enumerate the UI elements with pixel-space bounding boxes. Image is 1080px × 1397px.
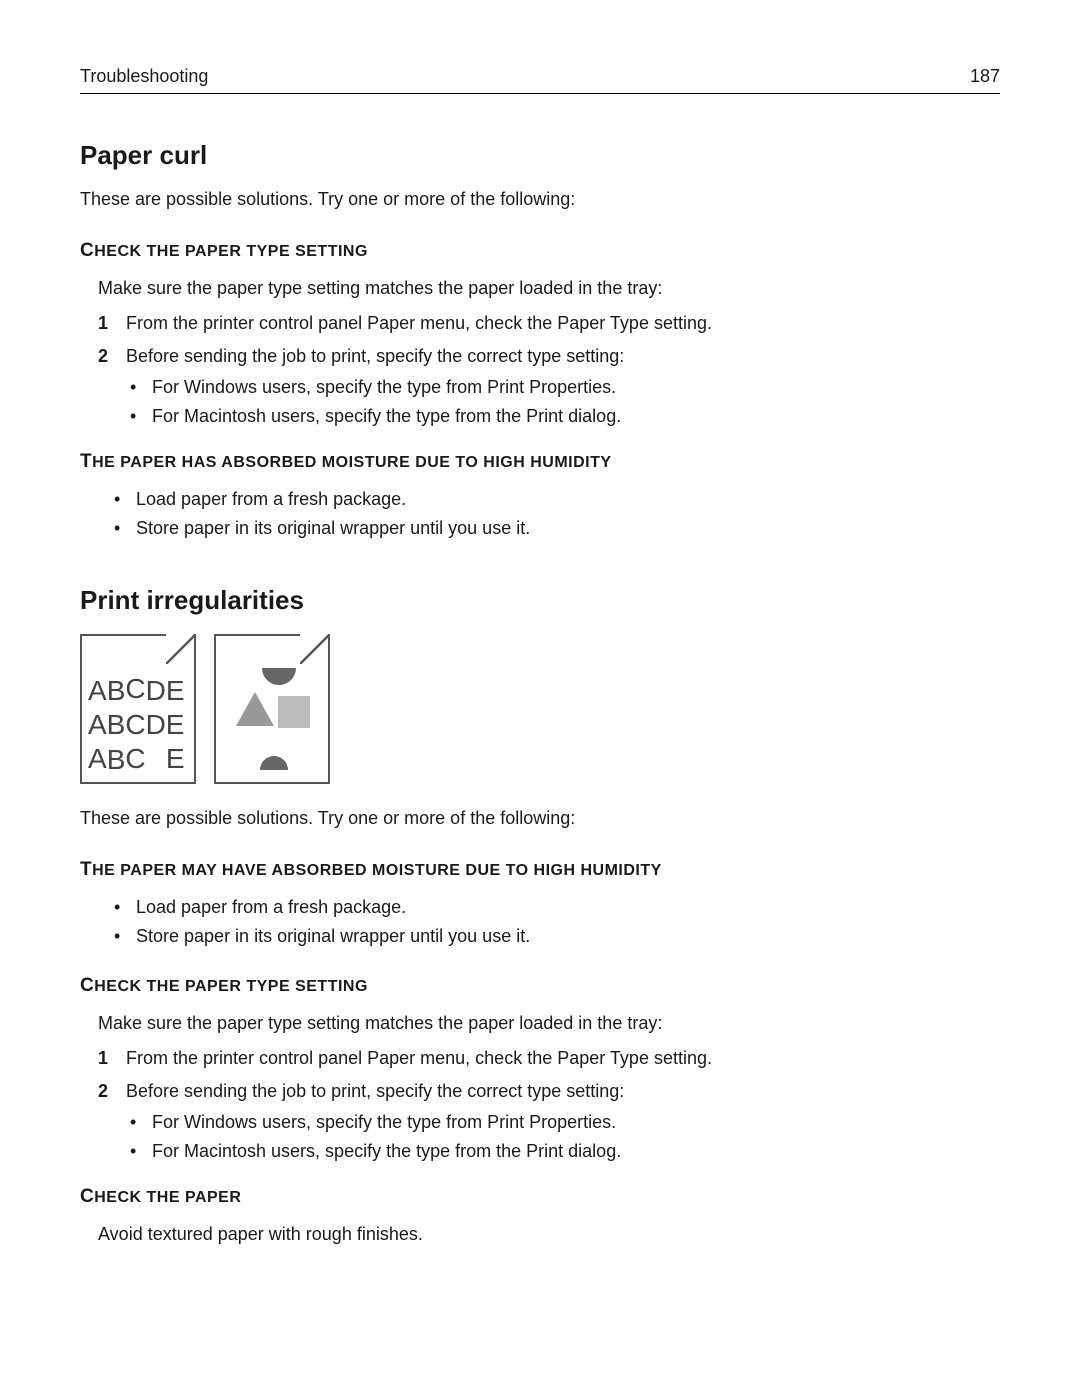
subheading-moisture-2: THE PAPER MAY HAVE ABSORBED MOISTURE DUE… xyxy=(80,859,1000,881)
list-number: 2 xyxy=(98,346,108,367)
triangle-shape-icon xyxy=(236,692,274,726)
numbered-list: 1 From the printer control panel Paper me… xyxy=(98,313,1000,427)
list-text: From the printer control panel Paper men… xyxy=(126,313,712,333)
bullet-item: Store paper in its original wrapper unti… xyxy=(110,926,1000,947)
heading-first-letter: T xyxy=(80,859,92,880)
lead-text: Make sure the paper type setting matches… xyxy=(98,278,1000,299)
subheading-check-paper-type-2: CHECK THE PAPER TYPE SETTING xyxy=(80,975,1000,997)
list-item: 2 Before sending the job to print, specif… xyxy=(98,346,1000,427)
bullet-list: Load paper from a fresh package. Store p… xyxy=(80,897,1000,947)
subheading-check-paper-type: CHECK THE PAPER TYPE SETTING xyxy=(80,240,1000,262)
heading-rest: HECK THE PAPER TYPE SETTING xyxy=(94,243,368,260)
list-number: 1 xyxy=(98,1048,108,1069)
section-title-paper-curl: Paper curl xyxy=(80,140,1000,171)
numbered-list: 1 From the printer control panel Paper me… xyxy=(98,1048,1000,1162)
heading-rest: HECK THE PAPER TYPE SETTING xyxy=(94,978,368,995)
bullet-item: Store paper in its original wrapper unti… xyxy=(110,518,1000,539)
bullet-item: Load paper from a fresh package. xyxy=(110,897,1000,918)
section-title-print-irregularities: Print irregularities xyxy=(80,585,1000,616)
sample-text: ABCDE ABCDE ABCDE xyxy=(88,674,188,776)
semicircle-shape-icon xyxy=(260,756,288,770)
content-block: Make sure the paper type setting matches… xyxy=(80,1013,1000,1162)
list-text: Before sending the job to print, specify… xyxy=(126,1081,624,1101)
heading-rest: HECK THE PAPER xyxy=(94,1189,241,1206)
heading-rest: HE PAPER HAS ABSORBED MOISTURE DUE TO HI… xyxy=(92,454,611,471)
shapes-group xyxy=(216,636,328,782)
sub-bullet-list: For Windows users, specify the type from… xyxy=(126,1112,1000,1162)
list-number: 1 xyxy=(98,313,108,334)
list-item: 1 From the printer control panel Paper me… xyxy=(98,313,1000,334)
body-text: Avoid textured paper with rough finishes… xyxy=(98,1224,1000,1245)
bullet-item: For Macintosh users, specify the type fr… xyxy=(126,406,1000,427)
subheading-check-paper: CHECK THE PAPER xyxy=(80,1186,1000,1208)
heading-rest: HE PAPER MAY HAVE ABSORBED MOISTURE DUE … xyxy=(92,862,662,879)
bullet-item: For Macintosh users, specify the type fr… xyxy=(126,1141,1000,1162)
page-fold-icon xyxy=(166,634,196,664)
subheading-moisture: THE PAPER HAS ABSORBED MOISTURE DUE TO H… xyxy=(80,451,1000,473)
heading-first-letter: T xyxy=(80,451,92,472)
content-block: Avoid textured paper with rough finishes… xyxy=(80,1224,1000,1245)
list-text: Before sending the job to print, specify… xyxy=(126,346,624,366)
list-number: 2 xyxy=(98,1081,108,1102)
semicircle-shape-icon xyxy=(262,668,296,685)
bullet-item: Load paper from a fresh package. xyxy=(110,489,1000,510)
content-block: Make sure the paper type setting matches… xyxy=(80,278,1000,427)
header-page-number: 187 xyxy=(970,66,1000,87)
document-text-icon: ABCDE ABCDE ABCDE xyxy=(80,634,196,784)
intro-text: These are possible solutions. Try one or… xyxy=(80,189,1000,210)
heading-first-letter: C xyxy=(80,975,94,996)
bullet-item: For Windows users, specify the type from… xyxy=(126,377,1000,398)
page-header: Troubleshooting 187 xyxy=(80,66,1000,94)
intro-text: These are possible solutions. Try one or… xyxy=(80,808,1000,829)
heading-first-letter: C xyxy=(80,1186,94,1207)
bullet-item: For Windows users, specify the type from… xyxy=(126,1112,1000,1133)
illustration-row: ABCDE ABCDE ABCDE xyxy=(80,634,1000,784)
sub-bullet-list: For Windows users, specify the type from… xyxy=(126,377,1000,427)
list-item: 1 From the printer control panel Paper me… xyxy=(98,1048,1000,1069)
heading-first-letter: C xyxy=(80,240,94,261)
bullet-list: Load paper from a fresh package. Store p… xyxy=(80,489,1000,539)
document-page: Troubleshooting 187 Paper curl These are… xyxy=(0,0,1080,1319)
lead-text: Make sure the paper type setting matches… xyxy=(98,1013,1000,1034)
list-item: 2 Before sending the job to print, specif… xyxy=(98,1081,1000,1162)
square-shape-icon xyxy=(278,696,310,728)
header-section: Troubleshooting xyxy=(80,66,208,87)
list-text: From the printer control panel Paper men… xyxy=(126,1048,712,1068)
document-shapes-icon xyxy=(214,634,330,784)
